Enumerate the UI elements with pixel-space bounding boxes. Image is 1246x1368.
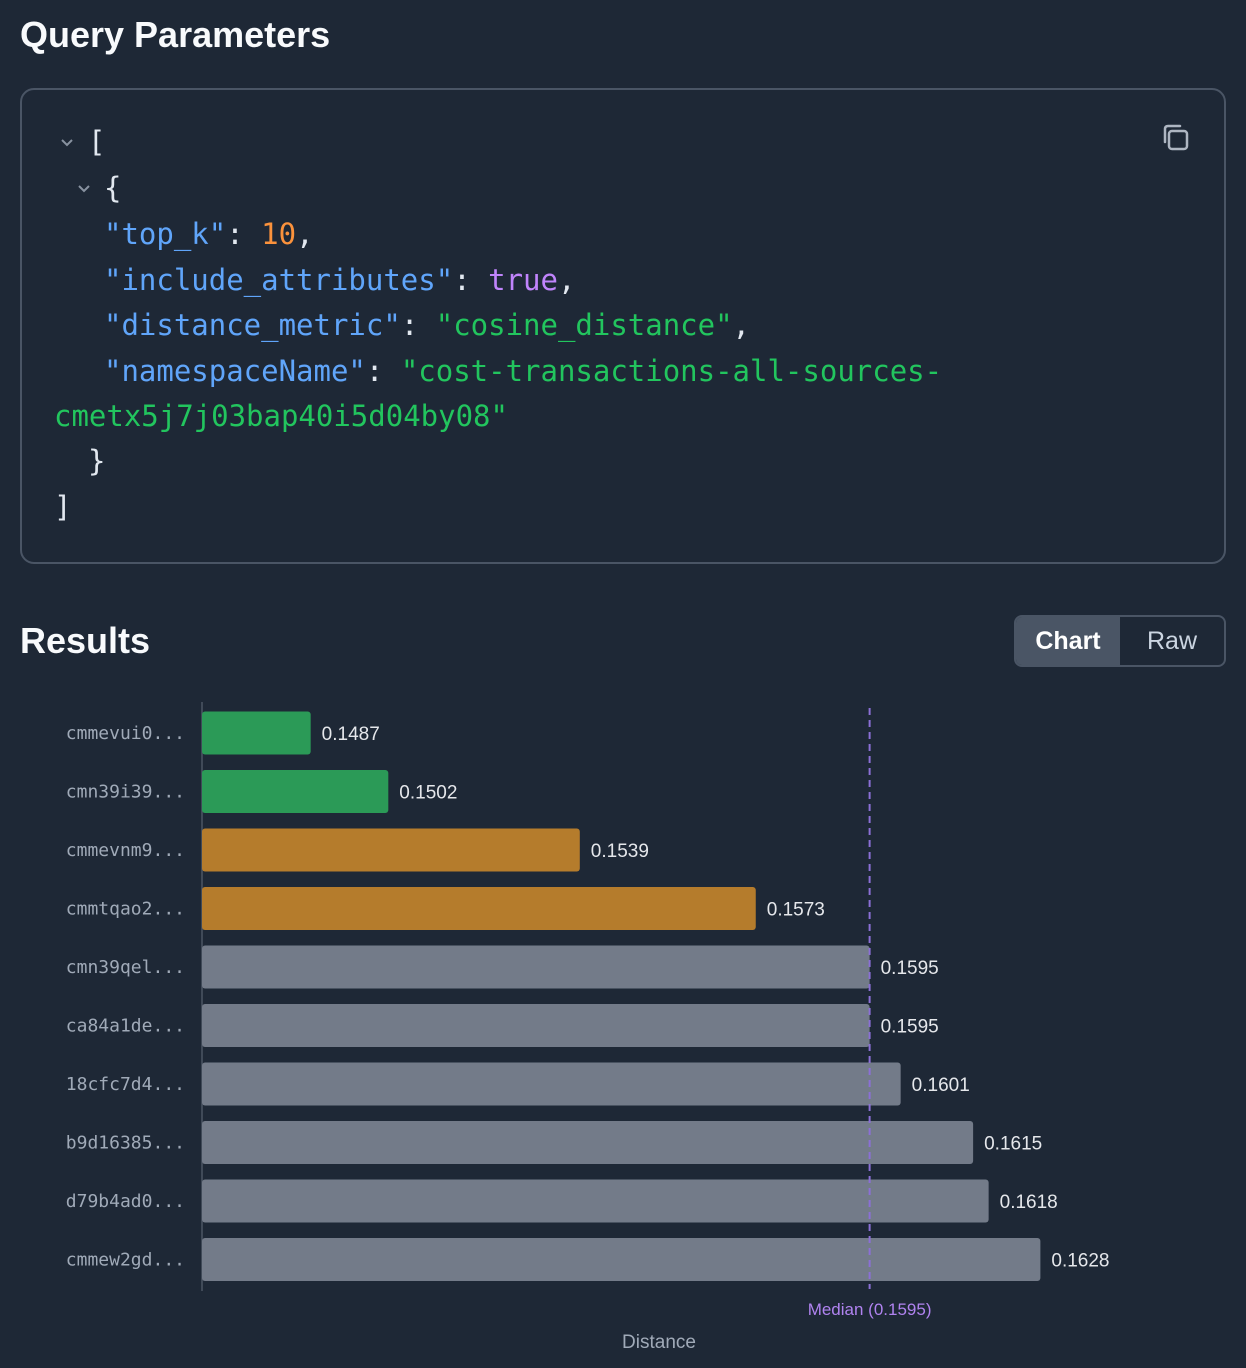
y-tick-label: cmmevui0...: [66, 723, 185, 744]
json-key: "distance_metric": [104, 308, 401, 342]
bar[interactable]: [202, 1179, 989, 1223]
query-parameters-title: Query Parameters: [20, 14, 331, 55]
y-tick-label: cmn39qel...: [66, 957, 185, 978]
median-label: Median (0.1595): [808, 1300, 932, 1319]
raw-view-button[interactable]: Raw: [1146, 626, 1197, 655]
results-bar-chart: cmmevui0... 0.1487 cmn39i39... 0.1502 cmmevn…: [66, 702, 1110, 1353]
bar-value-label: 0.1502: [399, 783, 457, 804]
json-row-include-attributes: "include_attributes": true,: [104, 263, 576, 297]
json-key: "include_attributes": [104, 263, 454, 297]
results-title: Results: [20, 620, 151, 661]
query-parameters-panel: [ { "top_k": 10, "include_attributes": t…: [20, 88, 1226, 564]
y-tick-label: cmmevnm9...: [66, 840, 185, 861]
bar-value-label: 0.1628: [1051, 1251, 1109, 1272]
bar[interactable]: [202, 1121, 974, 1164]
bar-value-label: 0.1539: [591, 841, 649, 862]
json-row-distance-metric: "distance_metric": "cosine_distance",: [104, 308, 751, 342]
y-tick-label: cmn39i39...: [66, 782, 185, 803]
json-key: "namespaceName": [104, 354, 366, 388]
bar-value-label: 0.1595: [881, 1017, 939, 1038]
y-tick-label: ca84a1de...: [66, 1016, 185, 1037]
bar[interactable]: [202, 1238, 1041, 1281]
json-string-value-continued: cmetx5j7j03bap40i5d04by08": [54, 399, 508, 433]
copy-icon: [1163, 124, 1189, 151]
json-close-brace: }: [88, 444, 106, 478]
y-tick-label: 18cfc7d4...: [66, 1074, 185, 1095]
json-open-bracket: [: [88, 125, 106, 159]
bar[interactable]: [202, 1062, 901, 1106]
bar-value-label: 0.1615: [984, 1134, 1042, 1155]
collapse-object-chevron-icon[interactable]: [75, 180, 93, 198]
json-string-value: "cosine_distance": [435, 308, 733, 342]
bar-value-label: 0.1595: [881, 958, 939, 979]
view-toggle: Chart Raw: [1014, 615, 1226, 667]
y-tick-label: cmmtqao2...: [66, 899, 185, 920]
bar[interactable]: [202, 945, 870, 989]
json-string-value: "cost-transactions-all-sources-: [400, 354, 943, 388]
copy-button[interactable]: [1158, 120, 1194, 156]
bar[interactable]: [202, 887, 756, 930]
json-open-brace: {: [104, 171, 122, 205]
collapse-array-chevron-icon[interactable]: [58, 134, 76, 152]
y-tick-label: b9d16385...: [66, 1133, 185, 1154]
json-key: "top_k": [104, 217, 227, 251]
y-tick-label: d79b4ad0...: [66, 1191, 185, 1212]
json-close-bracket: ]: [54, 490, 72, 524]
bar[interactable]: [202, 711, 311, 755]
bar-value-label: 0.1487: [322, 724, 380, 745]
json-boolean-value: true: [488, 263, 558, 297]
bar-value-label: 0.1601: [912, 1075, 970, 1096]
bar[interactable]: [202, 828, 580, 872]
x-axis-label: Distance: [622, 1332, 696, 1353]
bar-value-label: 0.1573: [767, 900, 825, 921]
json-number-value: 10: [261, 217, 297, 251]
chart-view-button[interactable]: Chart: [1016, 617, 1120, 665]
bar[interactable]: [202, 1004, 870, 1047]
json-row-top-k: "top_k": 10,: [104, 217, 314, 251]
bar-value-label: 0.1618: [1000, 1192, 1058, 1213]
y-tick-label: cmmew2gd...: [66, 1250, 185, 1271]
bar[interactable]: [202, 770, 389, 813]
json-row-namespace-name: "namespaceName": "cost-transactions-all-…: [104, 354, 943, 388]
